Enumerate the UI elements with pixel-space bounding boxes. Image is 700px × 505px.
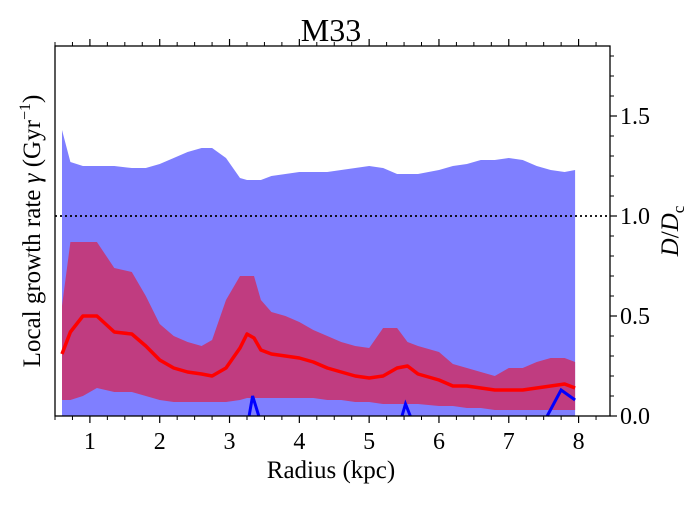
plot-frame (54, 45, 611, 417)
x-tick-label: 7 (503, 429, 515, 455)
y-tick-label-right: 0.5 (620, 304, 650, 330)
chart-title: M33 (301, 12, 361, 48)
y-axis-ticks-right: 0.0 0.5 1.0 1.5 (610, 55, 650, 430)
y-axis-label-left: Local growth rate γ (Gyr−1) (17, 95, 46, 368)
x-tick-label: 5 (363, 429, 375, 455)
y-axis-label-right: D/Dc (657, 205, 688, 257)
x-tick-label: 6 (433, 429, 445, 455)
blue-spike-1 (400, 399, 412, 417)
y-tick-label-right: 0.0 (620, 404, 650, 430)
band-area-1 (62, 242, 576, 410)
x-axis-label: Radius (kpc) (267, 457, 395, 484)
x-tick-label: 3 (224, 429, 236, 455)
y-tick-label-right: 1.5 (620, 104, 650, 130)
plot-area (55, 130, 610, 417)
blue-spike-2 (545, 387, 576, 417)
blue-spike-0 (247, 395, 261, 417)
x-tick-label: 2 (154, 429, 166, 455)
x-tick-label: 8 (573, 429, 585, 455)
x-axis-ticks: 1 2 3 4 5 6 7 8 (54, 39, 597, 455)
x-tick-label: 4 (293, 429, 305, 455)
y-tick-label-right: 1.0 (620, 204, 650, 230)
median-line (60, 314, 576, 392)
x-tick-label: 1 (84, 429, 96, 455)
